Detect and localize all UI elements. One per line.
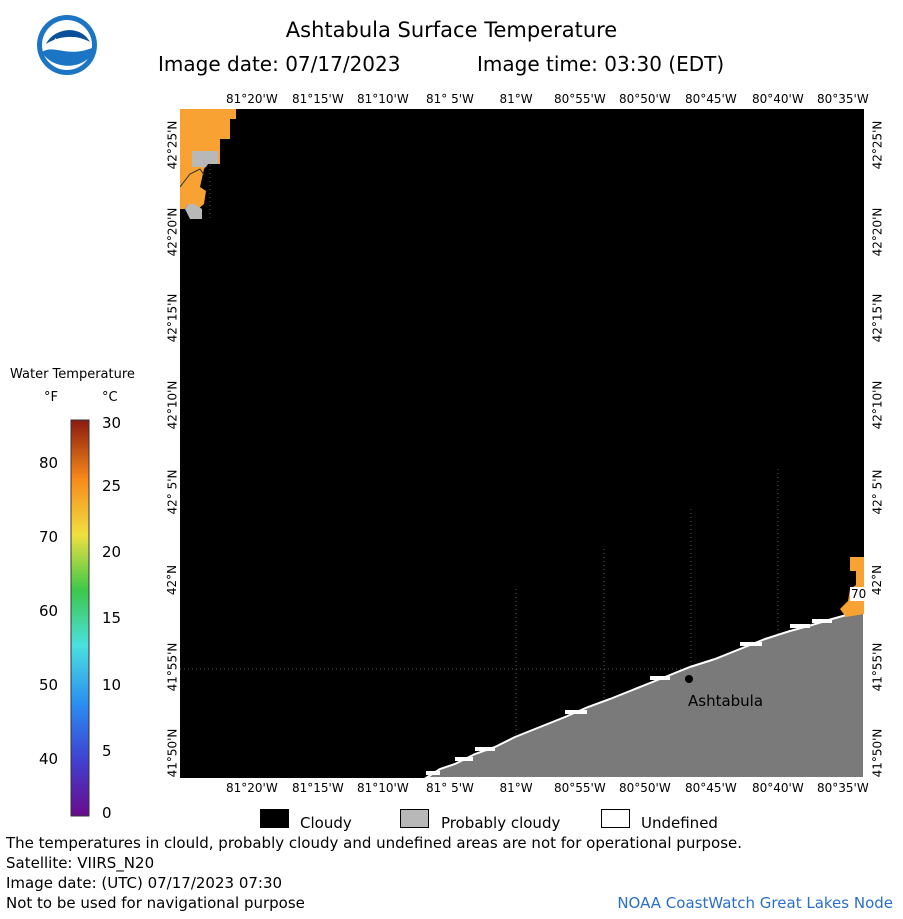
lat-label-right: 42°15'N [869,293,884,343]
undefined-swatch [601,809,630,828]
utc-date: Image date: (UTC) 07/17/2023 07:30 [6,874,283,892]
lat-label-left: 41°55'N [164,642,179,692]
lon-label-bottom: 81°10'W [357,781,409,795]
page-title: Ashtabula Surface Temperature [285,18,618,42]
unit-celsius: °C [102,390,118,405]
probably-cloudy-label: Probably cloudy [441,814,561,832]
unit-fahrenheit: °F [44,390,58,405]
lat-label-right: 41°50'N [869,728,884,778]
lat-label-right: 42°25'N [869,120,884,170]
lat-label-right: 42°N [870,564,885,596]
lon-label-top: 80°40'W [752,92,804,106]
cloudy-swatch [260,809,289,828]
city-marker [685,675,693,683]
lon-label-bottom: 81°20'W [226,781,278,795]
lon-label-bottom: 80°35'W [817,781,869,795]
operational-notice: The temperatures in clould, probably clo… [6,834,743,852]
lat-label-right: 42°10'N [869,380,884,430]
lat-label-left: 42°N [165,564,180,596]
lat-label-left: 42°10'N [164,380,179,430]
lon-label-top: 80°55'W [554,92,606,106]
navigation-notice: Not to be used for navigational purpose [6,894,305,912]
lat-label-right: 42° 5'N [870,469,884,515]
lon-label-bottom: 81°15'W [292,781,344,795]
satellite-info: Satellite: VIIRS_N20 [6,854,155,872]
lon-label-top: 81°15'W [292,92,344,106]
undefined-shoreline [426,619,832,775]
undefined-label: Undefined [641,814,718,832]
lon-label-bottom: 81°W [499,781,533,795]
lon-label-bottom: 80°40'W [752,781,804,795]
cloudy-label: Cloudy [300,814,352,832]
celsius-tick: 30 [102,414,122,432]
celsius-tick: 15 [102,609,122,627]
lon-label-top: 81°20'W [226,92,278,106]
lon-label-bottom: 80°45'W [685,781,737,795]
celsius-tick: 0 [102,804,112,822]
lon-label-top: 80°45'W [685,92,737,106]
svg-text:NOAA: NOAA [54,38,81,48]
northwest-shore-patch [179,109,236,219]
probably-cloudy-swatch [400,809,429,828]
temperature-map: Ashtabula 70 [179,108,867,779]
temperature-readout: 70 [851,587,867,601]
lat-label-right: 41°55'N [869,642,884,692]
fahrenheit-tick: 80 [39,454,59,472]
lon-label-top: 80°35'W [817,92,869,106]
lon-label-bottom: 80°55'W [554,781,606,795]
lon-label-bottom: 80°50'W [619,781,671,795]
lon-label-top: 81° 5'W [426,92,474,106]
fahrenheit-tick: 50 [39,676,59,694]
place-label: Ashtabula [688,692,764,710]
lat-label-left: 42°20'N [164,207,179,257]
lon-label-top: 80°50'W [619,92,671,106]
lat-label-left: 42°25'N [164,120,179,170]
image-time: Image time: 03:30 (EDT) [477,52,725,76]
lat-label-left: 42° 5'N [165,469,179,515]
celsius-tick: 5 [102,742,112,760]
image-date: Image date: 07/17/2023 [158,52,401,76]
celsius-tick: 25 [102,477,122,495]
lon-label-top: 81°10'W [357,92,409,106]
noaa-logo-icon: NOAA [36,14,98,76]
lat-label-right: 42°20'N [869,207,884,257]
lat-label-left: 42°15'N [164,293,179,343]
celsius-tick: 10 [102,676,122,694]
legend-title: Water Temperature [10,367,135,382]
east-shore-patch [840,557,864,617]
fahrenheit-tick: 70 [39,528,59,546]
fahrenheit-tick: 60 [39,602,59,620]
lat-label-left: 41°50'N [164,728,179,778]
color-scale [68,418,94,818]
lon-label-top: 81°W [499,92,533,106]
credit-link[interactable]: NOAA CoastWatch Great Lakes Node [617,894,893,912]
fahrenheit-tick: 40 [39,750,59,768]
lon-label-bottom: 81° 5'W [426,781,474,795]
celsius-tick: 20 [102,543,122,561]
